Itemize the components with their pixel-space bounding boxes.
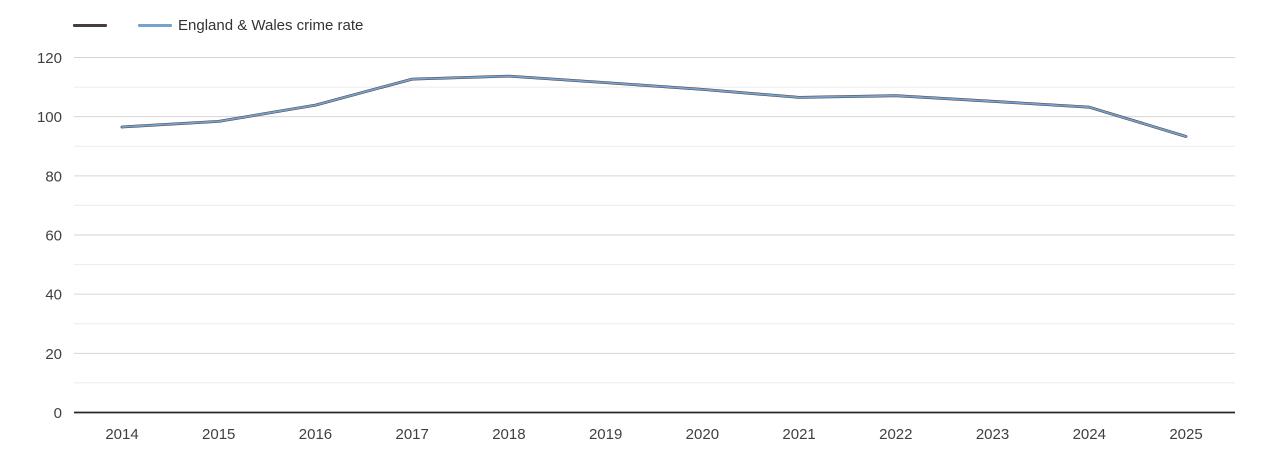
- y-tick-label: 0: [54, 405, 62, 422]
- x-tick-label: 2017: [395, 426, 428, 443]
- x-tick-label: 2019: [589, 426, 622, 443]
- x-tick-label: 2023: [976, 426, 1009, 443]
- legend-line-swatch-icon: [73, 24, 107, 27]
- x-tick-label: 2025: [1169, 426, 1202, 443]
- legend-line-swatch-icon: [138, 24, 172, 27]
- legend-item-england-wales[interactable]: England & Wales crime rate: [138, 17, 363, 34]
- x-tick-label: 2021: [782, 426, 815, 443]
- y-tick-label: 120: [37, 50, 62, 67]
- y-tick-label: 80: [45, 168, 62, 185]
- y-tick-label: 60: [45, 228, 62, 245]
- legend-item-area[interactable]: [73, 24, 107, 27]
- x-tick-label: 2018: [492, 426, 525, 443]
- x-tick-label: 2020: [686, 426, 719, 443]
- y-tick-label: 40: [45, 287, 62, 304]
- y-tick-label: 20: [45, 346, 62, 363]
- chart-legend: England & Wales crime rate: [73, 17, 394, 34]
- x-tick-label: 2016: [299, 426, 332, 443]
- legend-item-label: England & Wales crime rate: [178, 17, 364, 34]
- y-tick-label: 100: [37, 109, 62, 126]
- x-tick-label: 2022: [879, 426, 912, 443]
- x-tick-label: 2024: [1073, 426, 1106, 443]
- x-tick-label: 2014: [105, 426, 138, 443]
- x-tick-label: 2015: [202, 426, 235, 443]
- england-wales-crime-rate-line[interactable]: [121, 75, 1187, 138]
